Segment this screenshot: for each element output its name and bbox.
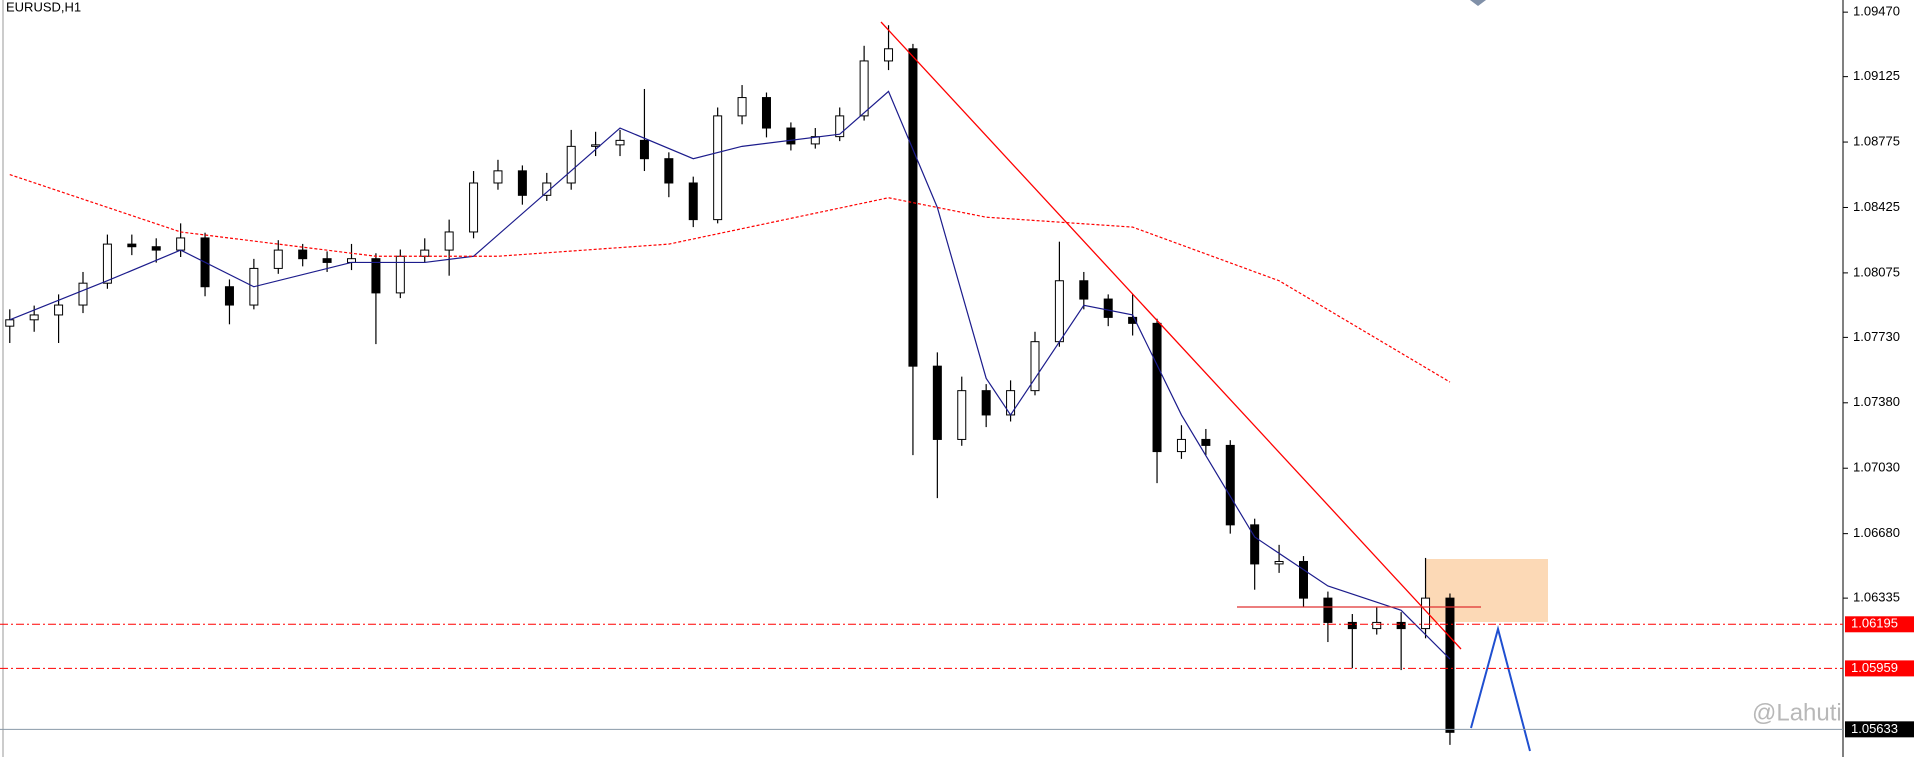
watermark: @Lahuti xyxy=(1752,699,1842,726)
candle-body xyxy=(1152,322,1162,453)
candle-body xyxy=(224,286,234,306)
candle-body xyxy=(981,390,991,416)
candle-body xyxy=(1176,438,1186,453)
candle-body xyxy=(1347,621,1357,630)
candle-body xyxy=(615,139,625,146)
y-tick-label: 1.08075 xyxy=(1853,264,1900,279)
candle-body xyxy=(54,304,64,316)
candle-body xyxy=(688,182,698,221)
candle-body xyxy=(737,97,747,117)
y-tick-label: 1.06335 xyxy=(1853,590,1900,605)
candle-body xyxy=(322,258,332,263)
candle-body xyxy=(127,243,137,248)
candle-body xyxy=(908,48,918,367)
y-tick-label: 1.08425 xyxy=(1853,199,1900,214)
candle-body xyxy=(78,282,88,306)
candle-body xyxy=(298,249,308,260)
candle-body xyxy=(1201,438,1211,446)
candle-body xyxy=(884,48,894,62)
candle-body xyxy=(1445,597,1455,733)
price-label: 1.05959 xyxy=(1851,660,1898,675)
candle-body xyxy=(835,115,845,138)
candle-body xyxy=(786,127,796,145)
candle-body xyxy=(5,319,15,327)
price-label-box xyxy=(1845,660,1914,677)
y-tick-label: 1.07030 xyxy=(1853,460,1900,475)
drawings xyxy=(880,0,1531,752)
chart-title: EURUSD,H1 xyxy=(6,0,81,14)
moving-average xyxy=(9,174,1451,383)
candle-body xyxy=(639,139,649,160)
candle-body xyxy=(1128,316,1138,324)
candle-body xyxy=(1250,524,1260,565)
marker xyxy=(1470,0,1486,6)
drawings-below xyxy=(1426,559,1548,622)
candle-body xyxy=(1079,280,1089,300)
candle-body xyxy=(664,158,674,184)
candle-body xyxy=(29,314,39,321)
zone-box xyxy=(1426,559,1548,622)
candle-body xyxy=(273,249,283,269)
candle-body xyxy=(151,246,161,251)
candle-body xyxy=(371,258,381,294)
candle-body xyxy=(1421,597,1431,630)
candle-body xyxy=(1396,621,1406,630)
price-label-box xyxy=(1845,721,1914,738)
projection-path xyxy=(1470,625,1531,752)
candle-body xyxy=(1103,298,1113,318)
candle-body xyxy=(1054,280,1064,343)
moving-average xyxy=(9,90,1451,660)
candle-body xyxy=(1225,444,1235,526)
trend-line xyxy=(880,21,1462,650)
candle-body xyxy=(493,170,503,184)
price-label: 1.06195 xyxy=(1851,616,1898,631)
candle-body xyxy=(1372,621,1382,630)
y-tick-label: 1.08775 xyxy=(1853,133,1900,148)
candle-body xyxy=(420,249,430,257)
candle-body xyxy=(566,145,576,184)
plot xyxy=(5,25,1455,745)
price-label: 1.05633 xyxy=(1851,721,1898,736)
candle-body xyxy=(1274,560,1284,565)
candle-body xyxy=(176,237,186,251)
candle-body xyxy=(761,97,771,129)
candle-body xyxy=(713,115,723,221)
price-label-box xyxy=(1845,616,1914,633)
y-tick-label: 1.07730 xyxy=(1853,329,1900,344)
candle-body xyxy=(932,365,942,440)
candle-body xyxy=(1323,597,1333,623)
candle-body xyxy=(1299,560,1308,599)
candle-body xyxy=(810,136,820,145)
candle-body xyxy=(859,60,869,117)
y-tick-label: 1.07380 xyxy=(1853,394,1900,409)
candle-body xyxy=(469,182,479,233)
candle-body xyxy=(102,243,112,284)
y-tick-label: 1.09470 xyxy=(1853,4,1900,19)
y-tick-label: 1.09125 xyxy=(1853,68,1900,83)
candle-body xyxy=(957,390,967,440)
y-tick-label: 1.06680 xyxy=(1853,525,1900,540)
candle-body xyxy=(1030,341,1040,392)
candle-body xyxy=(444,231,454,251)
candle-body xyxy=(517,170,527,196)
candle-body xyxy=(395,255,405,294)
candle-body xyxy=(591,144,601,147)
